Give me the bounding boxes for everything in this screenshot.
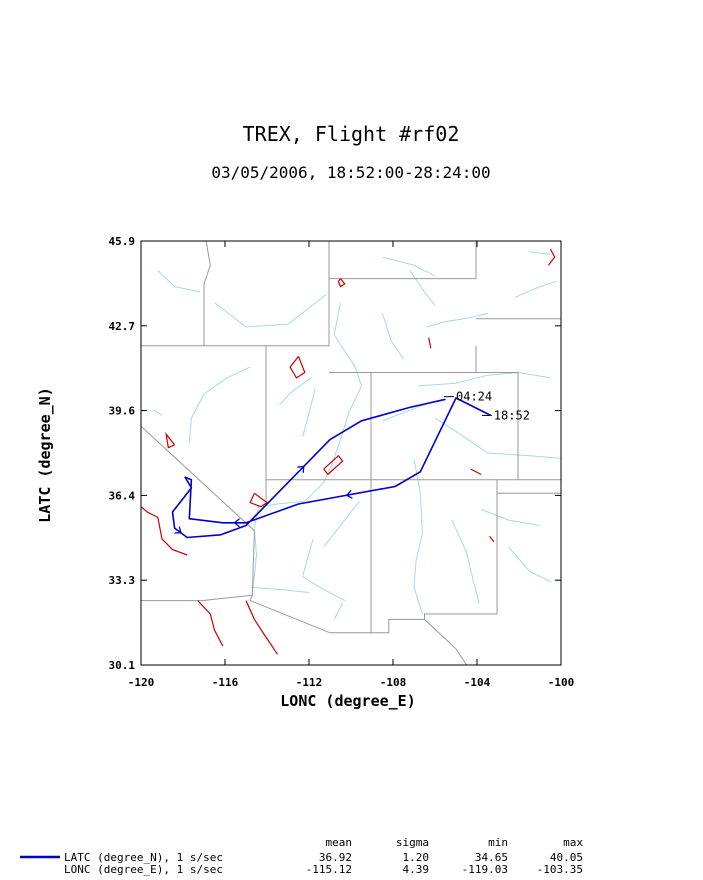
river-line	[434, 417, 561, 459]
lake-coast-outline	[197, 600, 224, 647]
state-border-line	[329, 372, 561, 481]
state-border-line	[370, 372, 498, 634]
lake-coast-outline	[547, 248, 556, 266]
river-line	[302, 538, 345, 602]
state-border-line	[141, 241, 330, 347]
y-tick-label: 30.1	[109, 659, 136, 672]
river-line	[279, 377, 312, 406]
state-border-line	[141, 594, 253, 602]
lake-coast-outline	[289, 356, 306, 379]
river-line	[382, 404, 425, 422]
x-tick-label: -104	[464, 676, 491, 689]
river-line	[250, 586, 310, 593]
lakes-layer	[141, 248, 556, 655]
lake-coast-outline	[165, 432, 176, 449]
river-line	[382, 256, 436, 277]
lake-coast-outline	[428, 337, 432, 349]
x-tick-label: -116	[212, 676, 239, 689]
river-line	[451, 519, 480, 604]
state-border-line	[203, 241, 211, 346]
river-line	[413, 458, 423, 615]
lake-coast-outline	[470, 468, 482, 476]
state-borders-layer	[141, 241, 561, 665]
river-line	[188, 366, 251, 443]
plot-frame	[140, 240, 562, 666]
lake-coast-outline	[337, 278, 346, 288]
state-border-line	[424, 619, 467, 665]
track-direction-arrow	[345, 490, 353, 499]
flight-track-layer	[171, 397, 492, 539]
time-marker-label: 04:24	[456, 390, 492, 404]
state-border-line	[249, 530, 371, 634]
river-line	[426, 313, 488, 328]
river-line	[333, 603, 344, 620]
lake-coast-outline	[245, 600, 278, 655]
river-line	[157, 270, 200, 293]
x-axis-label: LONC (degree_E)	[280, 692, 415, 710]
river-line	[382, 313, 404, 360]
flight-track-line	[171, 397, 492, 539]
lake-coast-outline	[249, 492, 269, 508]
x-tick-label: -100	[548, 676, 575, 689]
river-line	[214, 294, 327, 328]
river-line	[409, 270, 436, 306]
river-line	[251, 302, 363, 596]
river-line	[302, 388, 316, 438]
chart-title: TREX, Flight #rf02	[243, 122, 460, 146]
river-line	[529, 251, 551, 255]
river-line	[418, 371, 551, 387]
river-line	[323, 500, 360, 548]
y-tick-label: 45.9	[109, 235, 136, 248]
y-tick-label: 36.4	[109, 489, 136, 502]
y-axis-ticks: 30.1 33.3 36.4 39.6 42.7 45.9	[109, 235, 561, 672]
y-tick-label: 42.7	[109, 320, 136, 333]
rivers-layer	[153, 251, 561, 620]
river-line	[508, 546, 551, 583]
river-line	[514, 280, 557, 298]
x-axis-ticks: -120 -116 -112 -108 -104 -100	[128, 241, 575, 689]
state-border-line	[141, 425, 255, 532]
x-tick-label: -112	[296, 676, 323, 689]
track-direction-arrow	[174, 526, 182, 534]
x-tick-label: -108	[380, 676, 407, 689]
track-direction-arrow	[233, 518, 240, 528]
track-direction-arrow	[297, 465, 305, 473]
river-line	[153, 409, 163, 416]
state-border-line	[329, 241, 477, 280]
chart-subtitle: 03/05/2006, 18:52:00-28:24:00	[211, 163, 490, 182]
time-marker-label: 18:52	[494, 408, 530, 422]
lake-coast-outline	[323, 454, 344, 476]
y-tick-label: 39.6	[109, 405, 136, 418]
y-axis-label: LATC (degree_N)	[36, 387, 54, 522]
x-tick-label: -120	[128, 676, 155, 689]
y-tick-label: 33.3	[109, 574, 136, 587]
lake-coast-outline	[141, 506, 188, 556]
lake-coast-outline	[489, 535, 495, 542]
river-line	[481, 508, 541, 526]
